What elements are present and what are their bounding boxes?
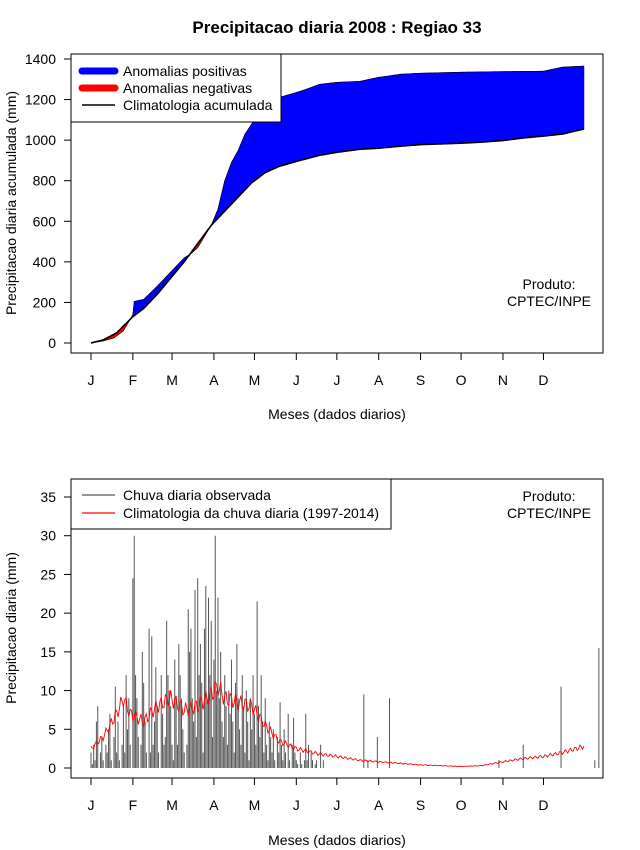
x-tick-label: A <box>374 372 384 388</box>
legend-observed-label: Chuva diaria observada <box>123 487 271 503</box>
y-tick-label: 30 <box>40 528 56 544</box>
x-tick-label: F <box>129 372 138 388</box>
x-tick-label: J <box>293 372 300 388</box>
daily-legend: Chuva diaria observada Climatologia da c… <box>70 478 392 530</box>
negative-anomaly-area <box>92 320 130 344</box>
daily-annotation-line2: CPTEC/INPE <box>507 505 591 521</box>
y-tick-label: 1400 <box>25 51 56 67</box>
x-tick-label: J <box>333 797 340 813</box>
x-tick-label: M <box>249 372 261 388</box>
y-tick-label: 5 <box>48 721 56 737</box>
daily-legend-box <box>70 478 392 530</box>
daily-panel: 0 5 10 15 20 25 30 35 J F M A M J J A S O N D Precipitacao … <box>3 478 604 848</box>
y-tick-label: 200 <box>33 294 57 310</box>
daily-annotation-line1: Produto: <box>523 488 576 504</box>
cumulative-y-axis-label: Precipitacao diaria acumulada (mm) <box>3 91 19 315</box>
x-tick-label: M <box>249 797 261 813</box>
legend-daily-climatology-label: Climatologia da chuva diaria (1997-2014) <box>123 505 379 521</box>
y-tick-label: 20 <box>40 605 56 621</box>
daily-climatology-line <box>90 680 585 768</box>
x-tick-label: J <box>293 797 300 813</box>
x-tick-label: A <box>209 372 219 388</box>
positive-anomaly-area <box>129 254 190 320</box>
y-tick-label: 1000 <box>25 132 56 148</box>
x-tick-label: J <box>333 372 340 388</box>
cumulative-x-axis-label: Meses (dados diarios) <box>268 406 406 422</box>
x-tick-label: A <box>374 797 384 813</box>
x-tick-label: M <box>166 372 178 388</box>
legend-negative-label: Anomalias negativas <box>123 80 252 96</box>
x-tick-label: N <box>498 797 508 813</box>
climatology-cumulative-line <box>90 128 585 344</box>
chart-title: Precipitacao diaria 2008 : Regiao 33 <box>192 18 481 37</box>
cumulative-legend: Anomalias positivas Anomalias negativas … <box>70 53 282 123</box>
daily-y-axis-label: Precipitacao diaria (mm) <box>3 552 19 704</box>
x-tick-label: J <box>88 372 95 388</box>
x-tick-label: A <box>209 797 219 813</box>
y-tick-label: 400 <box>33 254 57 270</box>
x-tick-label: D <box>538 372 548 388</box>
daily-x-axis-label: Meses (dados diarios) <box>268 832 406 848</box>
x-tick-label: S <box>416 372 425 388</box>
legend-positive-label: Anomalias positivas <box>123 63 247 79</box>
y-tick-label: 15 <box>40 644 56 660</box>
x-tick-label: O <box>456 372 467 388</box>
x-tick-label: N <box>498 372 508 388</box>
y-tick-label: 1200 <box>25 92 56 108</box>
y-tick-label: 0 <box>48 760 56 776</box>
y-tick-label: 800 <box>33 173 57 189</box>
x-tick-label: J <box>88 797 95 813</box>
y-tick-label: 600 <box>33 213 57 229</box>
y-tick-label: 25 <box>40 566 56 582</box>
x-tick-label: F <box>129 797 138 813</box>
y-tick-label: 10 <box>40 683 56 699</box>
x-tick-label: M <box>166 797 178 813</box>
cumulative-panel: 0 200 400 600 800 1000 1200 1400 J F M A M J J A S O N D Pr… <box>3 51 604 422</box>
legend-climatology-label: Climatologia acumulada <box>123 97 273 113</box>
cumulative-annotation-line1: Produto: <box>523 276 576 292</box>
x-tick-label: O <box>456 797 467 813</box>
x-tick-label: D <box>538 797 548 813</box>
y-tick-label: 35 <box>40 489 56 505</box>
x-tick-label: S <box>416 797 425 813</box>
cumulative-annotation-line2: CPTEC/INPE <box>507 293 591 309</box>
y-tick-label: 0 <box>48 335 56 351</box>
observed-cumulative-outline <box>90 65 585 344</box>
